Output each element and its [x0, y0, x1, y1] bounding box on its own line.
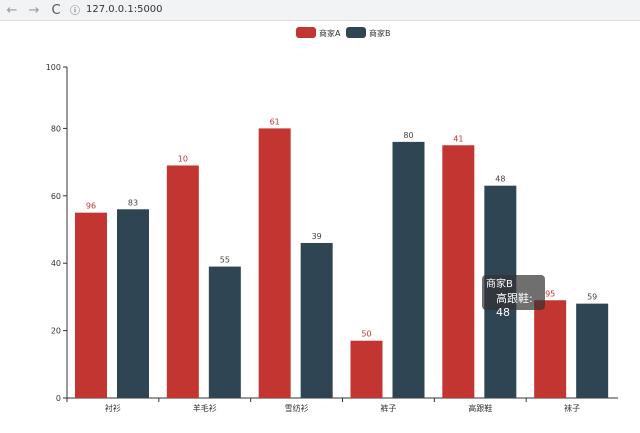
- bar: [442, 145, 475, 398]
- bar-chart: 商家A 商家B 0 20 40 60 80 100 衬衫 96 83 羊毛衫 10 55 雪纺衫 61 39 裤子…: [46, 27, 618, 413]
- bar: [75, 212, 107, 398]
- x-tick-label: 袜子: [564, 403, 580, 413]
- data-label: 95: [545, 289, 555, 298]
- x-tick-label: 衬衫: [105, 403, 121, 413]
- legend-label: 商家B: [369, 28, 391, 38]
- tooltip-series: 商家B: [486, 279, 513, 290]
- data-label: 80: [403, 131, 413, 140]
- data-label: 59: [587, 293, 597, 302]
- bar: [117, 209, 149, 398]
- tooltip: 商家B 高跟鞋: 48: [482, 275, 545, 319]
- data-label: 50: [361, 330, 371, 339]
- bar: [534, 300, 567, 398]
- x-tick-label: 高跟鞋: [468, 403, 492, 413]
- y-tick-label: 20: [51, 327, 61, 336]
- data-label: 83: [128, 198, 138, 207]
- data-label: 41: [453, 134, 463, 143]
- y-tick-label: 100: [46, 63, 61, 72]
- bar: [392, 141, 425, 398]
- y-tick-label: 0: [56, 394, 61, 403]
- legend-swatch: [296, 27, 316, 38]
- bar: [576, 303, 609, 398]
- bar: [350, 340, 383, 398]
- bar: [208, 266, 241, 398]
- browser-toolbar: ← → C ⓘ 127.0.0.1:5000: [0, 0, 640, 21]
- data-label: 10: [178, 154, 188, 163]
- y-tick-label: 60: [51, 192, 61, 201]
- data-label: 96: [86, 202, 96, 211]
- x-tick-label: 雪纺衫: [285, 403, 309, 413]
- tooltip-value: 高跟鞋: 48: [496, 292, 533, 319]
- arrow-right-icon[interactable]: →: [28, 2, 40, 18]
- arrow-left-icon[interactable]: ←: [6, 2, 18, 18]
- reload-icon[interactable]: C: [51, 2, 61, 18]
- bar: [300, 242, 333, 398]
- legend-swatch: [346, 27, 366, 38]
- data-label: 39: [312, 232, 322, 241]
- x-tick-label: 羊毛衫: [193, 403, 217, 413]
- legend-label: 商家A: [319, 28, 341, 38]
- bar: [258, 128, 291, 398]
- y-tick-label: 40: [51, 259, 61, 268]
- address-bar[interactable]: ⓘ 127.0.0.1:5000: [62, 0, 640, 18]
- url-text: 127.0.0.1:5000: [86, 3, 163, 15]
- data-label: 48: [495, 175, 505, 184]
- data-label: 61: [270, 117, 280, 126]
- y-tick-label: 80: [51, 124, 61, 133]
- bar: [166, 165, 199, 398]
- info-icon: ⓘ: [70, 5, 80, 17]
- x-tick-label: 裤子: [380, 403, 396, 413]
- data-label: 55: [220, 256, 230, 265]
